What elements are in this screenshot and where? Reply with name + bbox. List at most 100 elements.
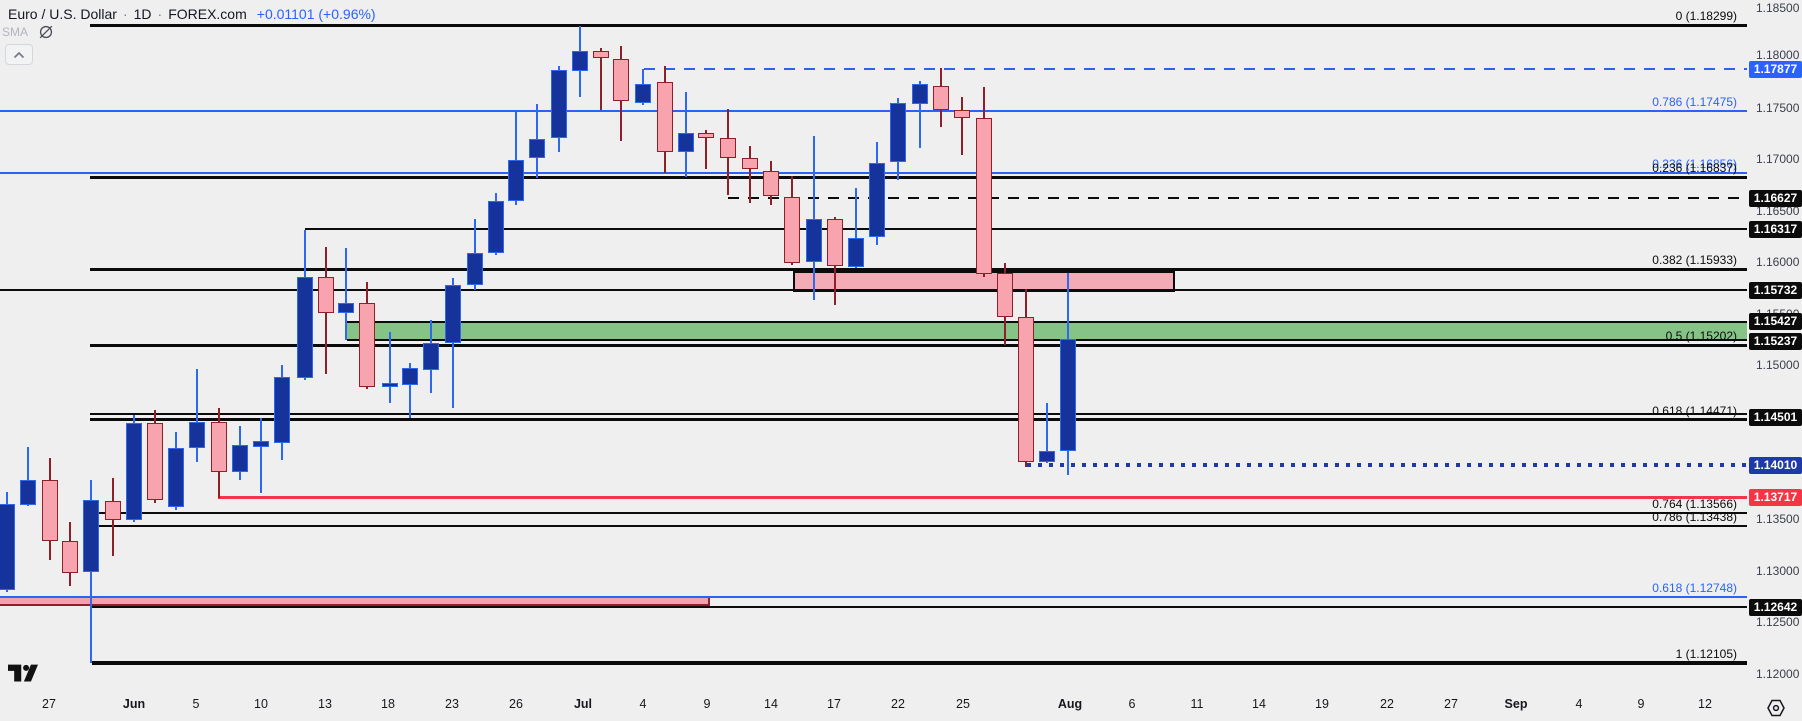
candle-up[interactable]: [297, 277, 313, 378]
candle-up[interactable]: [83, 500, 99, 572]
candle-down[interactable]: [613, 59, 629, 101]
candle-up-wick[interactable]: [919, 81, 921, 148]
candle-up[interactable]: [806, 219, 822, 262]
candle-up[interactable]: [423, 343, 439, 370]
candle-up[interactable]: [467, 253, 483, 285]
green-sr-zone[interactable]: [347, 321, 1747, 341]
candle-up-wick[interactable]: [260, 418, 262, 493]
candle-up[interactable]: [635, 84, 651, 103]
symbol-name[interactable]: Euro / U.S. Dollar: [8, 6, 117, 22]
candle-up-wick[interactable]: [813, 136, 815, 300]
candle-down[interactable]: [657, 82, 673, 152]
fib-1-line[interactable]: [92, 661, 1747, 665]
time-tick-label: Aug: [1057, 697, 1083, 711]
candle-down[interactable]: [147, 423, 163, 500]
dotted-line-114010[interactable]: [1027, 463, 1747, 467]
collapse-pane-button[interactable]: [5, 44, 33, 65]
high-dashed-line[interactable]: [644, 67, 1747, 71]
ray-112642[interactable]: [90, 605, 1747, 609]
fib-0786b-line[interactable]: [90, 524, 1747, 528]
candle-up[interactable]: [338, 303, 354, 313]
candle-down[interactable]: [211, 422, 227, 472]
fib-0618-line[interactable]: [90, 417, 1747, 421]
candle-down-wick[interactable]: [961, 97, 963, 155]
candle-up[interactable]: [678, 133, 694, 152]
candle-up[interactable]: [572, 51, 588, 71]
candle-up-wick[interactable]: [196, 369, 198, 462]
candle-down[interactable]: [763, 171, 779, 196]
candle-up[interactable]: [0, 504, 15, 590]
candle-up[interactable]: [274, 377, 290, 443]
candle-up[interactable]: [488, 201, 504, 253]
candle-up[interactable]: [1060, 339, 1076, 451]
candle-up[interactable]: [848, 238, 864, 267]
candle-up-wick[interactable]: [345, 248, 347, 340]
fib-level-label: 0.786 (1.13438): [1652, 510, 1737, 524]
candle-down[interactable]: [954, 110, 970, 118]
fib-0764-line[interactable]: [90, 511, 1747, 515]
candle-down[interactable]: [742, 158, 758, 169]
candle-up[interactable]: [912, 84, 928, 104]
candle-up[interactable]: [168, 448, 184, 507]
candle-up-wick[interactable]: [452, 278, 454, 408]
candle-up[interactable]: [232, 445, 248, 472]
candle-up[interactable]: [551, 70, 567, 138]
fib-0236-line[interactable]: [90, 175, 1747, 179]
candle-up-wick[interactable]: [1046, 403, 1048, 463]
exchange-name[interactable]: FOREX.com: [168, 6, 247, 22]
fib-0382-line[interactable]: [90, 267, 1747, 271]
candle-up[interactable]: [189, 422, 205, 448]
candle-up[interactable]: [1039, 451, 1055, 462]
tradingview-logo[interactable]: [8, 664, 38, 683]
candle-down-wick[interactable]: [705, 130, 707, 169]
indicator-row[interactable]: SMA: [2, 24, 55, 40]
candle-up[interactable]: [869, 163, 885, 237]
session-clock-icon[interactable]: [1766, 699, 1786, 717]
fib-0-line[interactable]: [90, 23, 1747, 27]
timeframe[interactable]: 1D: [133, 6, 152, 22]
candle-down[interactable]: [42, 480, 58, 541]
candle-up-wick[interactable]: [409, 363, 411, 418]
candle-up-wick[interactable]: [855, 188, 857, 268]
candle-down[interactable]: [698, 133, 714, 138]
candle-down[interactable]: [359, 303, 375, 387]
candle-up[interactable]: [20, 480, 36, 505]
candle-up[interactable]: [402, 368, 418, 385]
candle-up[interactable]: [508, 160, 524, 201]
blue-fib-0618-line[interactable]: [0, 596, 1747, 598]
candle-down[interactable]: [105, 501, 121, 520]
candle-down[interactable]: [318, 277, 334, 313]
candle-up-wick[interactable]: [515, 112, 517, 205]
ray-115732[interactable]: [0, 289, 1747, 291]
blue-fib-0786-line[interactable]: [0, 110, 1747, 112]
candle-down[interactable]: [997, 273, 1013, 317]
candle-down[interactable]: [827, 219, 843, 266]
candle-up[interactable]: [382, 383, 398, 387]
candle-up[interactable]: [126, 423, 142, 520]
candle-down[interactable]: [784, 197, 800, 263]
red-ray-113717[interactable]: [218, 495, 1747, 499]
ray-114501[interactable]: [90, 413, 1747, 415]
symbol-header[interactable]: Euro / U.S. Dollar · 1D · FOREX.com +0.01101 …: [8, 6, 376, 22]
sma-indicator-label[interactable]: SMA: [2, 25, 29, 39]
candle-down[interactable]: [720, 138, 736, 158]
price-tick-label: 1.15000: [1756, 358, 1800, 372]
candle-up[interactable]: [529, 139, 545, 158]
candle-up[interactable]: [445, 285, 461, 343]
candle-down[interactable]: [593, 51, 609, 58]
candle-up-wick[interactable]: [27, 447, 29, 506]
candle-down-wick[interactable]: [600, 48, 602, 110]
candle-up[interactable]: [890, 103, 906, 162]
candle-down[interactable]: [976, 118, 992, 274]
candle-down[interactable]: [1018, 317, 1034, 462]
candle-up[interactable]: [253, 441, 269, 447]
candle-up-wick[interactable]: [389, 332, 391, 403]
candle-down[interactable]: [933, 86, 949, 110]
eye-slash-icon[interactable]: [37, 24, 55, 40]
dashed-line-116627[interactable]: [728, 196, 1747, 200]
candle-down[interactable]: [62, 541, 78, 573]
ray-116317[interactable]: [305, 228, 1747, 230]
candle-down-wick[interactable]: [749, 146, 751, 203]
fib-05-line[interactable]: [90, 343, 1747, 347]
